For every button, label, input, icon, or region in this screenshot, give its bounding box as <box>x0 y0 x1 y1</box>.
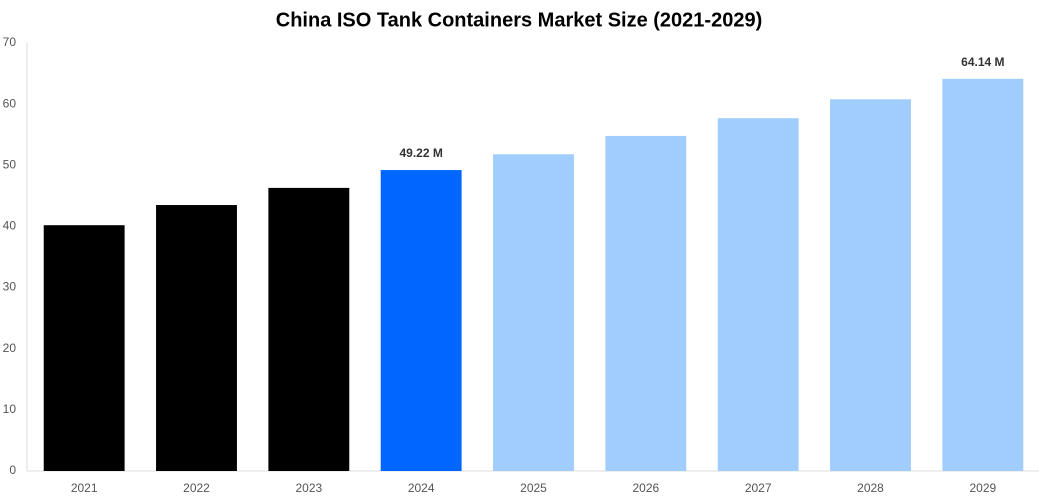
bar <box>605 135 687 472</box>
bar <box>156 205 237 471</box>
bar <box>717 118 799 471</box>
x-tick-label: 2028 <box>857 481 884 495</box>
value-label: 49.22 M <box>399 146 442 160</box>
y-tick-label: 50 <box>3 157 17 171</box>
x-tick-label: 2023 <box>295 481 322 495</box>
y-tick-label: 10 <box>3 402 17 416</box>
x-tick-label: 2022 <box>183 481 210 495</box>
bar <box>380 170 462 471</box>
x-tick-label: 2021 <box>71 481 98 495</box>
bar <box>942 78 1024 471</box>
bar <box>43 225 125 471</box>
value-label: 64.14 M <box>961 55 1004 69</box>
bar <box>830 99 911 471</box>
x-tick-label: 2029 <box>969 481 996 495</box>
x-tick-label: 2027 <box>745 481 772 495</box>
x-tick-label: 2026 <box>632 481 659 495</box>
y-tick-label: 70 <box>3 35 17 49</box>
bar <box>268 187 350 471</box>
y-tick-label: 20 <box>3 341 17 355</box>
y-tick-label: 40 <box>3 219 17 233</box>
y-tick-label: 0 <box>9 463 16 477</box>
chart-title: China ISO Tank Containers Market Size (2… <box>276 9 762 31</box>
bar <box>493 154 574 471</box>
x-tick-label: 2024 <box>408 481 435 495</box>
y-tick-label: 30 <box>3 280 17 294</box>
x-tick-label: 2025 <box>520 481 547 495</box>
y-tick-label: 60 <box>3 96 17 110</box>
